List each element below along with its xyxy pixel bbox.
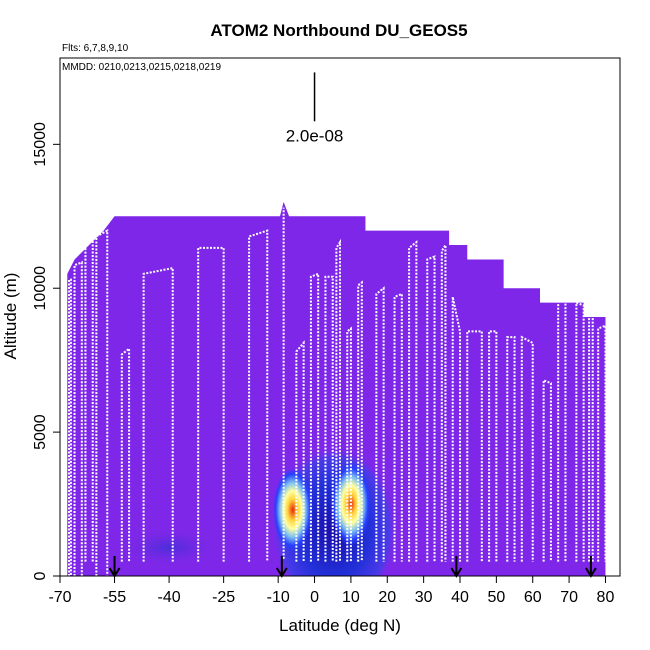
flight-track-28 [575,301,585,562]
flight-track-13 [335,238,341,562]
x-tick-label: 70 [560,589,578,606]
minor-dust-band [114,526,224,568]
x-tick-label: 10 [342,589,360,606]
flight-track-2 [73,260,83,576]
y-axis-label: Altitude (m) [1,273,20,360]
flight-track-12 [324,275,334,562]
y-tick-label: 15000 [32,122,49,167]
x-tick-label: 50 [487,589,505,606]
flight-track-10 [295,340,305,562]
x-tick-label: 40 [451,589,469,606]
flight-track-8 [248,229,269,562]
flight-track-15 [357,280,363,562]
flight-track-26 [542,378,552,562]
flight-track-25 [520,335,534,562]
flight-track-7 [197,246,225,562]
dust-field [114,436,399,576]
y-tick-label: 0 [32,571,49,580]
flight-track-3 [84,237,94,562]
flight-track-6 [142,266,174,562]
flight-track-14 [346,326,352,562]
dust-peak-1 [272,467,313,552]
x-tick-label: -40 [158,589,181,606]
flight-track-1 [68,278,72,576]
x-axis: -70 -55 -40 -25 -10 0 10 20 30 40 50 60 70 80 [48,576,614,606]
x-tick-label: -70 [48,589,71,606]
x-axis-label: Latitude (deg N) [279,616,401,635]
flights-label: Flts: 6,7,8,9,10 [62,43,129,54]
flight-track-29 [588,309,594,562]
y-tick-label: 5000 [32,414,49,450]
flight-track-30 [597,324,607,562]
flight-track-17 [393,292,403,562]
flight-track-27 [557,295,567,562]
flight-track-24 [506,336,516,562]
flight-track-4 [95,229,109,576]
flight-track-19 [426,255,436,562]
y-tick-label: 10000 [32,266,49,311]
flight-tracks [68,207,607,576]
y-axis: 0 5000 10000 15000 [32,122,60,580]
x-tick-label: -25 [212,589,235,606]
dates-label: MMDD: 0210,0213,0215,0218,0219 [62,62,221,73]
plot-frame [59,57,621,577]
flight-track-16 [375,286,385,562]
scale-bar-label: 2.0e-08 [286,126,344,145]
flight-track-5 [120,346,131,562]
flight-track-11 [309,272,320,562]
x-tick-label: -55 [103,589,126,606]
flight-track-20 [440,241,447,562]
x-tick-label: 80 [597,589,615,606]
chart-title: ATOM2 Northbound DU_GEOS5 [210,21,467,40]
x-tick-label: 20 [378,589,396,606]
x-tick-label: -10 [267,589,290,606]
x-tick-label: 0 [310,589,319,606]
x-tick-label: 60 [524,589,542,606]
x-tick-label: 30 [415,589,433,606]
